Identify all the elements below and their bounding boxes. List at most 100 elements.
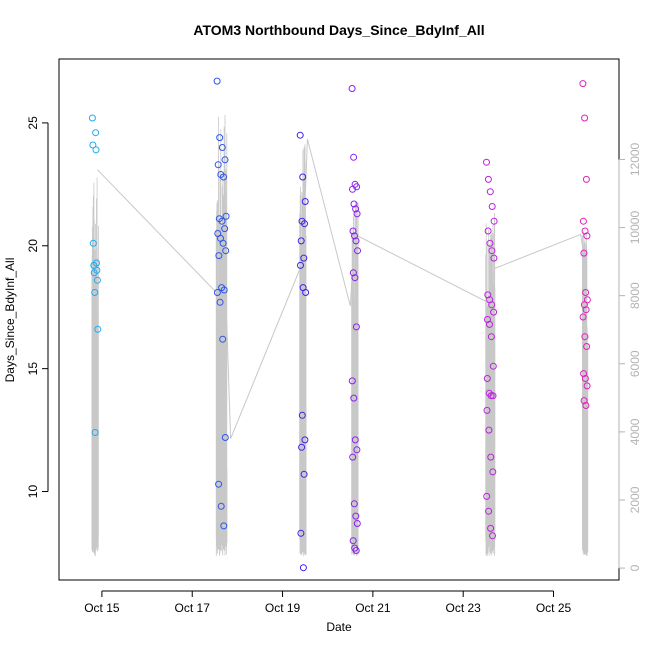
data-point [296, 131, 304, 139]
data-point [92, 146, 100, 154]
y2-tick-label: 8000 [628, 282, 642, 309]
secondary-spikes-5 [582, 231, 589, 556]
y2-tick-label: 0 [628, 564, 642, 571]
data-point [488, 247, 496, 255]
data-point [299, 564, 307, 572]
data-point [484, 175, 492, 183]
data-point [353, 520, 361, 527]
data-point [483, 158, 490, 166]
data-point [220, 522, 228, 530]
data-point [91, 429, 99, 436]
y2-tick-label: 6000 [628, 350, 642, 377]
data-point [90, 261, 98, 269]
data-point [349, 269, 357, 277]
data-point [218, 217, 226, 225]
data-point [487, 453, 495, 461]
data-point [581, 227, 589, 235]
data-point [88, 114, 96, 122]
data-point [489, 392, 497, 400]
data-point [348, 377, 356, 385]
x-tick-label: Oct 23 [446, 601, 482, 615]
y-tick-label: 10 [26, 485, 40, 499]
x-tick-label: Oct 21 [355, 601, 391, 615]
data-point [489, 362, 497, 370]
data-point [350, 500, 358, 508]
data-point [489, 532, 496, 540]
data-point [302, 289, 310, 296]
data-point [485, 426, 493, 434]
data-point [486, 239, 494, 247]
data-point [220, 173, 227, 181]
data-point [301, 220, 308, 228]
data-point [581, 375, 589, 382]
data-point [350, 200, 358, 208]
data-point [354, 247, 361, 255]
data-point [215, 480, 223, 488]
data-point [580, 301, 588, 309]
data-point [485, 507, 493, 515]
data-point [89, 239, 97, 247]
data-point [490, 308, 498, 316]
points-layer [88, 77, 591, 572]
data-point [583, 296, 591, 304]
data-point [582, 402, 590, 409]
data-point [215, 252, 223, 260]
data-point [583, 382, 591, 390]
data-point [581, 333, 589, 341]
chart-title: ATOM3 Northbound Days_Since_BdyInf_All [193, 22, 484, 38]
data-point [216, 298, 224, 306]
data-point [213, 289, 221, 296]
data-point [220, 286, 228, 294]
data-point [350, 394, 358, 402]
data-point [483, 375, 491, 382]
data-point [213, 77, 221, 85]
data-point [488, 203, 496, 210]
x-tick-label: Oct 25 [536, 601, 572, 615]
data-point [92, 129, 100, 137]
data-point [349, 537, 357, 545]
data-point [298, 443, 306, 451]
data-point [490, 254, 498, 262]
data-point [579, 217, 587, 225]
y2-tick-label: 12000 [628, 142, 642, 176]
data-point [353, 210, 361, 218]
data-point [351, 232, 358, 240]
data-point [351, 436, 359, 444]
y2-tick-label: 2000 [628, 486, 642, 513]
secondary-spikes-1 [215, 115, 228, 556]
x-tick-label: Oct 15 [84, 601, 120, 615]
data-point [297, 261, 304, 269]
data-point [216, 134, 224, 142]
data-point [301, 198, 309, 205]
data-point [222, 247, 230, 255]
x-axis-label: Date [326, 620, 352, 634]
data-point [349, 453, 357, 461]
secondary-spikes-0 [91, 177, 99, 557]
data-point [219, 335, 227, 343]
y-axis-label: Days_Since_BdyInf_All [3, 258, 17, 383]
data-point [91, 289, 99, 296]
y-tick-label: 20 [26, 239, 40, 253]
data-point [486, 188, 494, 196]
data-point [352, 323, 360, 331]
data-point [580, 397, 588, 405]
axes-layer: Oct 15 Oct 17 Oct 19 Oct 21 Oct 23 Oct 25 10 15… [26, 116, 642, 615]
data-point [487, 333, 495, 341]
data-point [351, 274, 359, 282]
data-point [484, 227, 492, 235]
data-point [300, 470, 308, 478]
data-point [490, 217, 498, 225]
data-point [483, 492, 491, 500]
data-point [301, 436, 309, 444]
x-tick-label: Oct 17 [175, 601, 211, 615]
data-point [218, 144, 226, 151]
data-point [582, 289, 590, 296]
data-point [217, 502, 225, 510]
data-point [298, 411, 306, 419]
data-point [579, 313, 587, 321]
data-point [297, 237, 305, 245]
data-point [221, 434, 229, 441]
data-point [299, 173, 307, 181]
